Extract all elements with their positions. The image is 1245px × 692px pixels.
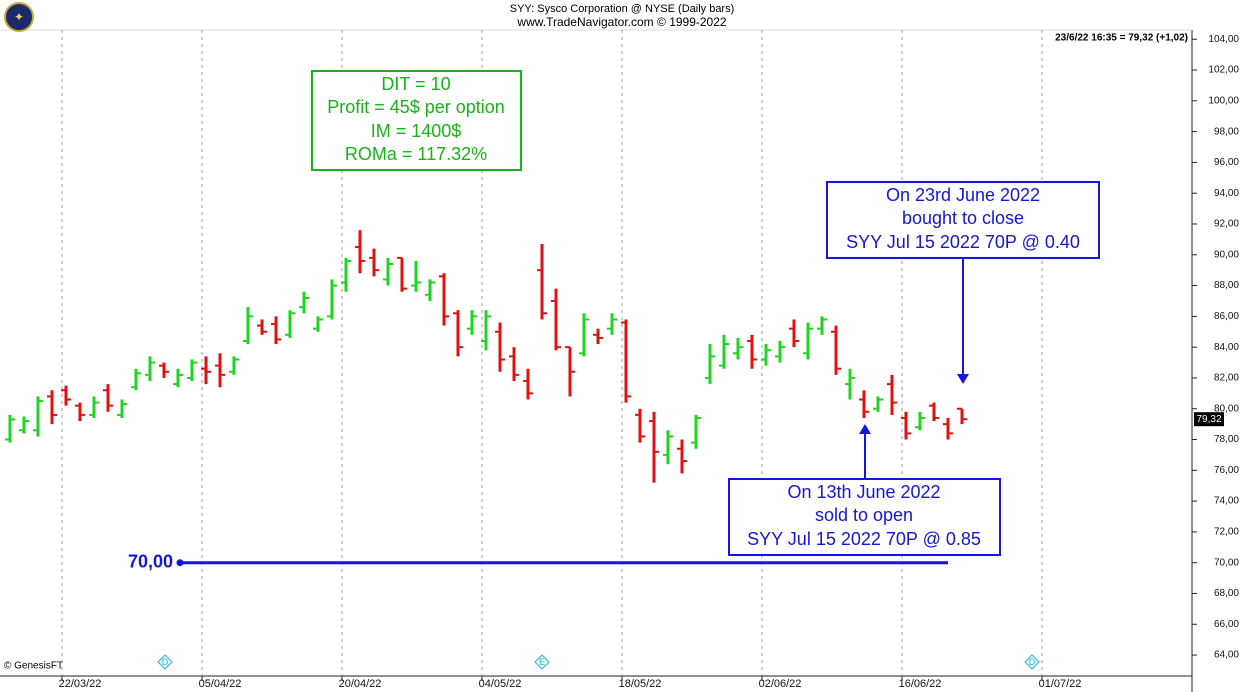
y-tick-label: 94,00 [1214,188,1239,199]
x-tick-label: 05/04/22 [199,678,242,690]
close-note-line: SYY Jul 15 2022 70P @ 0.40 [846,232,1080,252]
event-label: D [1029,657,1036,667]
y-tick-label: 90,00 [1214,249,1239,260]
close-note-box [826,181,1100,259]
event-label: D [162,657,169,667]
y-tick-label: 66,00 [1214,619,1239,630]
credit: © GenesisFT [4,661,63,672]
y-tick-label: 72,00 [1214,527,1239,538]
x-tick-label: 20/04/22 [339,678,382,690]
y-tick-label: 96,00 [1214,157,1239,168]
open-note-box [728,478,1001,556]
x-tick-label: 04/05/22 [479,678,522,690]
logo-mark: ✦ [14,10,24,24]
level-label: 70,00 [128,551,173,571]
summary-line: Profit = 45$ per option [327,97,505,117]
x-tick-label: 22/03/22 [59,678,102,690]
y-tick-label: 88,00 [1214,280,1239,291]
y-tick-label: 74,00 [1214,496,1239,507]
open-note-line: sold to open [815,505,913,525]
status: 23/6/22 16:35 = 79,32 (+1,02) [1055,33,1188,44]
price-tag-bg [1194,412,1224,427]
summary-line: ROMa = 117.32% [345,144,487,164]
x-tick-label: 16/06/22 [899,678,942,690]
close-note-line: On 23rd June 2022 [886,185,1040,205]
y-tick-label: 92,00 [1214,219,1239,230]
y-tick-label: 104,00 [1208,34,1239,45]
y-tick-label: 78,00 [1214,434,1239,445]
close-note-line: bought to close [902,208,1024,228]
y-tick-label: 64,00 [1214,650,1239,661]
y-tick-label: 102,00 [1208,65,1239,76]
y-tick-label: 84,00 [1214,342,1239,353]
arrow-head [957,374,969,384]
y-tick-label: 68,00 [1214,588,1239,599]
y-tick-label: 98,00 [1214,126,1239,137]
open-note-line: On 13th June 2022 [787,482,940,502]
y-tick-label: 76,00 [1214,465,1239,476]
event-icon [1024,654,1040,670]
chart-title: SYY: Sysco Corporation @ NYSE (Daily bar… [510,3,735,15]
y-tick-label: 86,00 [1214,311,1239,322]
y-tick-label: 100,00 [1208,95,1239,106]
level-dot [176,559,184,567]
event-icon [534,654,550,670]
x-tick-label: 18/05/22 [619,678,662,690]
open-note-line: SYY Jul 15 2022 70P @ 0.85 [747,529,981,549]
summary-box [311,70,522,171]
price-tag: 79,32 [1196,414,1221,425]
event-icon [157,654,173,670]
summary-line: DIT = 10 [381,74,450,94]
logo [4,2,34,32]
y-tick-label: 70,00 [1214,557,1239,568]
x-tick-label: 01/07/22 [1039,678,1082,690]
chart-subtitle: www.TradeNavigator.com © 1999-2022 [516,15,726,29]
y-tick-label: 80,00 [1214,403,1239,414]
arrow-head [859,424,871,434]
event-label: E [539,657,545,667]
x-tick-label: 02/06/22 [759,678,802,690]
summary-line: IM = 1400$ [371,121,462,141]
y-tick-label: 82,00 [1214,373,1239,384]
